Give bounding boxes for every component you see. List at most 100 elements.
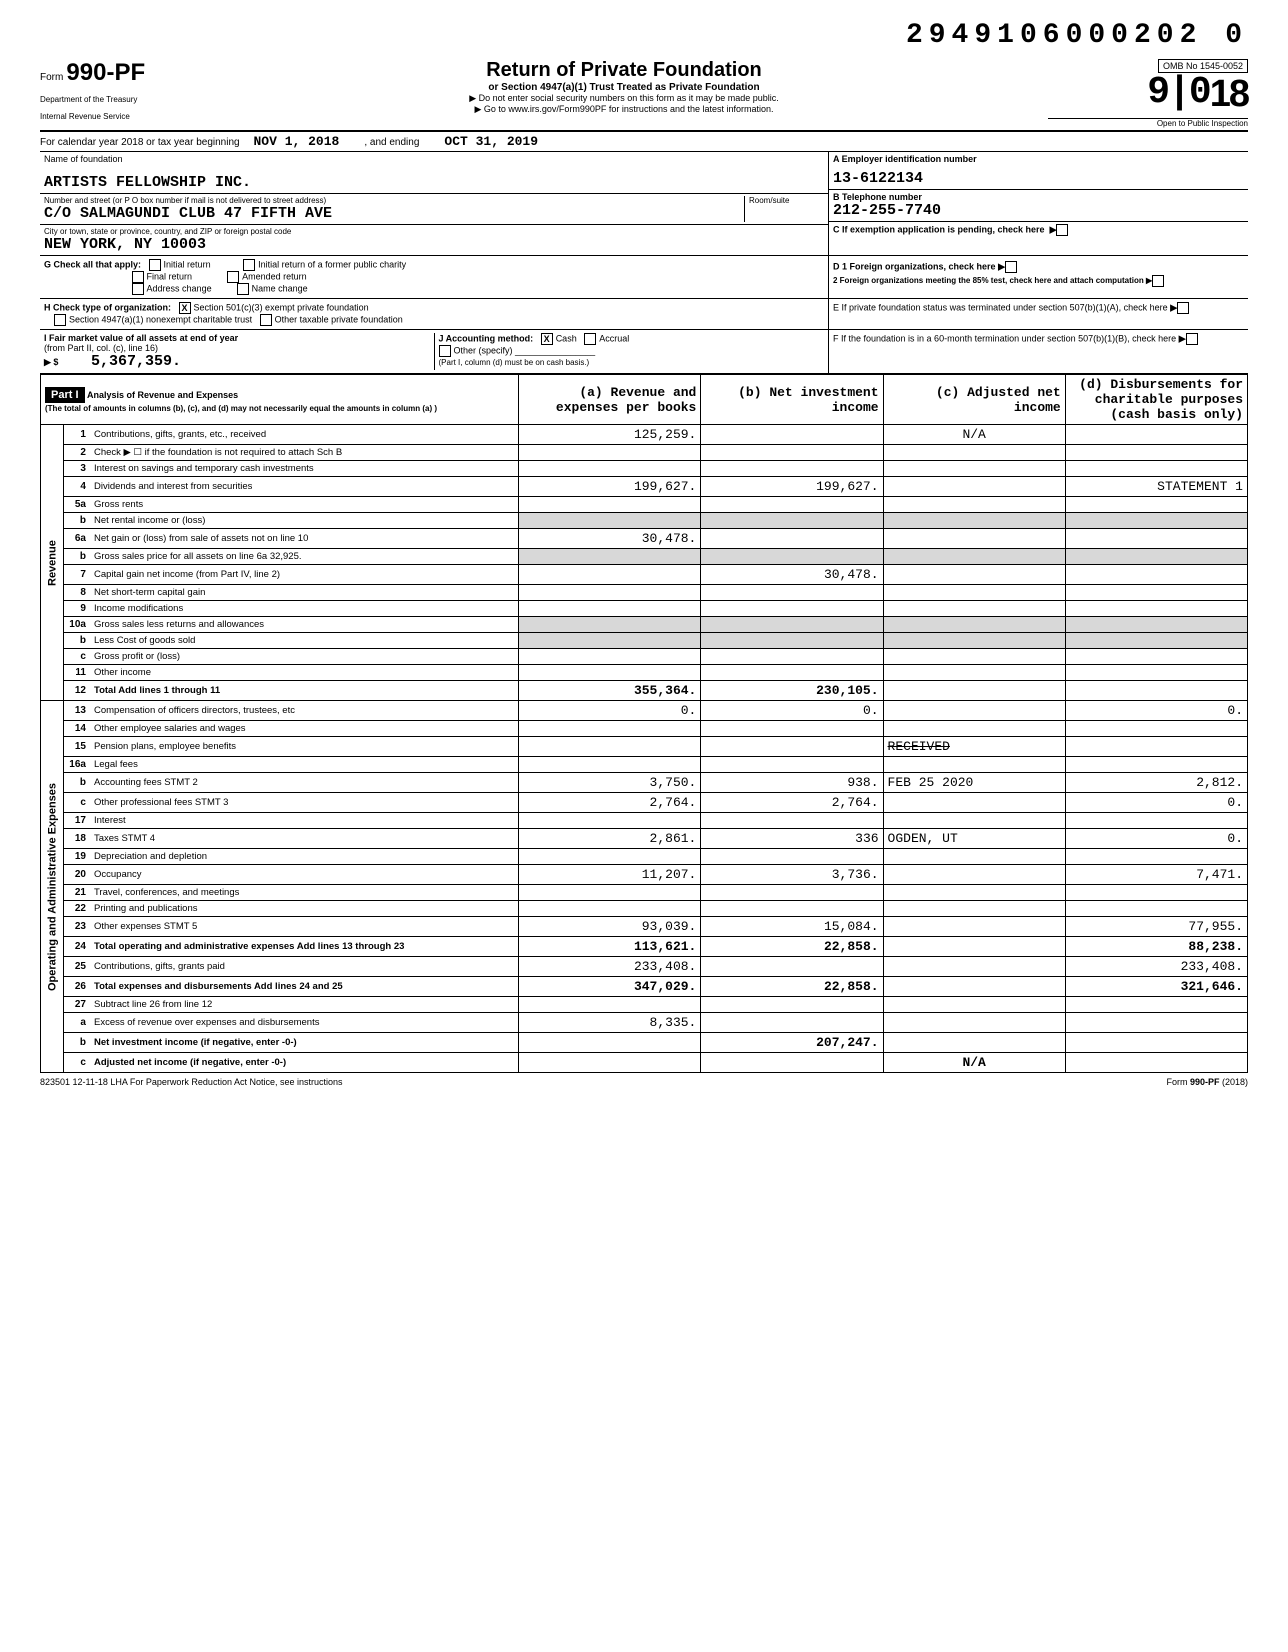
cell-col-b xyxy=(701,957,883,977)
checkbox-final-return[interactable] xyxy=(132,271,144,283)
cell-col-a xyxy=(519,513,701,529)
phone-cell: B Telephone number 212-255-7740 xyxy=(829,190,1248,222)
exemption-cell: C If exemption application is pending, c… xyxy=(829,222,1248,248)
cal-label-1: For calendar year 2018 or tax year begin… xyxy=(40,137,240,148)
checkbox-501c3[interactable]: X xyxy=(179,302,191,314)
sub-title: or Section 4947(a)(1) Trust Treated as P… xyxy=(200,82,1048,93)
line-number: 20 xyxy=(63,865,90,885)
cell-col-c xyxy=(883,633,1065,649)
line-description: Less Cost of goods sold xyxy=(90,633,519,649)
d1-label: D 1 Foreign organizations, check here xyxy=(833,261,996,271)
g-opt-4: Amended return xyxy=(242,271,307,281)
top-bar: 2949106000202 0 xyxy=(40,20,1248,51)
checkbox-c[interactable] xyxy=(1056,224,1068,236)
cell-col-d: STATEMENT 1 xyxy=(1065,477,1247,497)
table-row: 9Income modifications xyxy=(41,601,1248,617)
checkbox-name-change[interactable] xyxy=(237,283,249,295)
table-row: 14Other employee salaries and wages xyxy=(41,721,1248,737)
cell-col-c xyxy=(883,601,1065,617)
id-left: Name of foundation ARTISTS FELLOWSHIP IN… xyxy=(40,152,828,255)
dept-line-2: Internal Revenue Service xyxy=(40,112,190,121)
line-number: 5a xyxy=(63,497,90,513)
cell-col-a: 11,207. xyxy=(519,865,701,885)
line-number: 21 xyxy=(63,885,90,901)
line-number: 10a xyxy=(63,617,90,633)
table-row: 27Subtract line 26 from line 12 xyxy=(41,997,1248,1013)
table-row: cGross profit or (loss) xyxy=(41,649,1248,665)
table-row: 25Contributions, gifts, grants paid233,4… xyxy=(41,957,1248,977)
check-mark: X xyxy=(544,334,550,344)
cell-col-c xyxy=(883,585,1065,601)
checkbox-f[interactable] xyxy=(1186,333,1198,345)
form-prefix: Form xyxy=(40,72,63,83)
expenses-side-label: Operating and Administrative Expenses xyxy=(41,701,64,1073)
checkbox-initial-former[interactable] xyxy=(243,259,255,271)
line-number: b xyxy=(63,549,90,565)
city-state-zip: NEW YORK, NY 10003 xyxy=(44,236,824,253)
line-description: Dividends and interest from securities xyxy=(90,477,519,497)
checkbox-other-taxable[interactable] xyxy=(260,314,272,326)
line-description: Other income xyxy=(90,665,519,681)
checkbox-d2[interactable] xyxy=(1152,275,1164,287)
line-number: b xyxy=(63,633,90,649)
cell-col-d xyxy=(1065,549,1247,565)
cell-col-d xyxy=(1065,601,1247,617)
checkbox-d1[interactable] xyxy=(1005,261,1017,273)
g-opt-0: Initial return xyxy=(164,259,211,269)
checkbox-cash[interactable]: X xyxy=(541,333,553,345)
checkbox-addr-change[interactable] xyxy=(132,283,144,295)
cell-col-d xyxy=(1065,849,1247,865)
cell-col-d xyxy=(1065,617,1247,633)
cell-col-b: 207,247. xyxy=(701,1033,883,1053)
checkbox-4947[interactable] xyxy=(54,314,66,326)
line-number: 4 xyxy=(63,477,90,497)
col-d-header: (d) Disbursements for charitable purpose… xyxy=(1065,375,1247,425)
checkbox-other-method[interactable] xyxy=(439,345,451,357)
table-row: 3Interest on savings and temporary cash … xyxy=(41,461,1248,477)
cell-col-a xyxy=(519,665,701,681)
main-title: Return of Private Foundation xyxy=(200,59,1048,82)
footer-form: Form xyxy=(1166,1077,1190,1087)
j-note: (Part I, column (d) must be on cash basi… xyxy=(439,358,590,367)
line-number: 14 xyxy=(63,721,90,737)
line-number: b xyxy=(63,773,90,793)
cell-col-c xyxy=(883,957,1065,977)
checkbox-accrual[interactable] xyxy=(584,333,596,345)
cell-col-c xyxy=(883,757,1065,773)
table-row: 8Net short-term capital gain xyxy=(41,585,1248,601)
checkbox-amended[interactable] xyxy=(227,271,239,283)
line-description: Depreciation and depletion xyxy=(90,849,519,865)
cell-col-d xyxy=(1065,665,1247,681)
checkbox-e[interactable] xyxy=(1177,302,1189,314)
cell-col-a xyxy=(519,649,701,665)
cell-col-b xyxy=(701,885,883,901)
part1-header-row: Part I Analysis of Revenue and Expenses … xyxy=(41,375,1248,425)
cell-col-b xyxy=(701,445,883,461)
form-number: 990-PF xyxy=(66,59,145,86)
cell-col-b xyxy=(701,633,883,649)
line-description: Gross sales less returns and allowances xyxy=(90,617,519,633)
cell-col-a xyxy=(519,565,701,585)
line-description: Net short-term capital gain xyxy=(90,585,519,601)
cell-col-a xyxy=(519,633,701,649)
cell-col-a: 347,029. xyxy=(519,977,701,997)
footer-990pf: 990-PF xyxy=(1190,1077,1220,1087)
cell-col-d: 88,238. xyxy=(1065,937,1247,957)
line-number: 23 xyxy=(63,917,90,937)
cell-col-a xyxy=(519,585,701,601)
phone-value: 212-255-7740 xyxy=(833,202,1244,219)
identification-block: Name of foundation ARTISTS FELLOWSHIP IN… xyxy=(40,152,1248,256)
cell-col-c xyxy=(883,477,1065,497)
cell-col-c xyxy=(883,665,1065,681)
line-description: Total expenses and disbursements Add lin… xyxy=(90,977,519,997)
checkbox-initial-return[interactable] xyxy=(149,259,161,271)
arrow-icon: ▶ xyxy=(1050,224,1057,234)
table-row: 21Travel, conferences, and meetings xyxy=(41,885,1248,901)
cell-col-b xyxy=(701,721,883,737)
cell-col-d xyxy=(1065,513,1247,529)
cell-col-a: 8,335. xyxy=(519,1013,701,1033)
cell-col-d xyxy=(1065,565,1247,585)
i-arrow: ▶ $ xyxy=(44,357,58,367)
table-row: 18Taxes STMT 42,861.336OGDEN, UT0. xyxy=(41,829,1248,849)
j-other: Other (specify) xyxy=(454,345,513,355)
